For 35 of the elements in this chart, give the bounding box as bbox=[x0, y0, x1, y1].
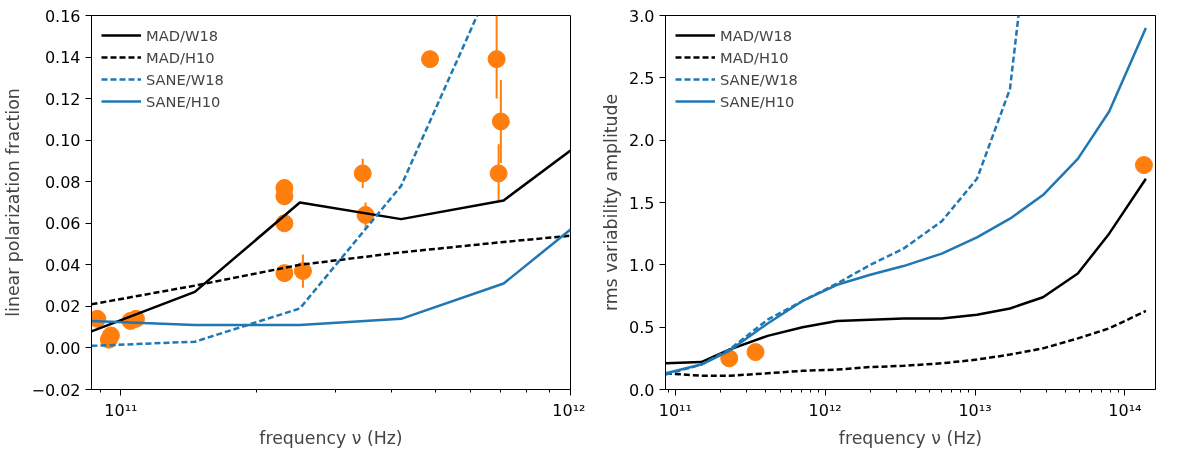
legend-label: SANE/H10 bbox=[146, 92, 221, 110]
y-tick-label: 0.12 bbox=[44, 89, 81, 109]
y-tick-label: 0.02 bbox=[44, 297, 81, 317]
y-tick-label: 0.04 bbox=[44, 255, 81, 275]
y-tick-label: 0.00 bbox=[44, 338, 81, 358]
legend-label: MAD/W18 bbox=[146, 26, 219, 44]
legend-label: MAD/H10 bbox=[720, 48, 789, 66]
y-tick-label: 0.0 bbox=[629, 380, 655, 400]
x-tick-label: 10¹⁴ bbox=[1108, 400, 1142, 420]
legend-label: MAD/W18 bbox=[720, 26, 793, 44]
y-tick-label: 0.06 bbox=[44, 214, 81, 234]
legend-label: SANE/W18 bbox=[146, 70, 224, 88]
y-axis-title: rms variability amplitude bbox=[601, 93, 622, 312]
x-tick-label: 10¹¹ bbox=[104, 400, 138, 420]
legend-label: MAD/H10 bbox=[146, 48, 215, 66]
y-tick-label: 0.5 bbox=[629, 318, 655, 338]
y-tick-label: 0.10 bbox=[44, 131, 81, 151]
x-tick-label: 10¹² bbox=[552, 400, 586, 420]
y-tick-label: 0.14 bbox=[44, 48, 81, 68]
y-tick-label: 3.0 bbox=[629, 6, 655, 26]
x-tick-label: 10¹¹ bbox=[658, 400, 692, 420]
x-tick-label: 10¹² bbox=[808, 400, 842, 420]
legend-label: SANE/W18 bbox=[720, 70, 798, 88]
y-tick-label: 1.5 bbox=[629, 193, 655, 213]
x-axis-title: frequency ν (Hz) bbox=[838, 427, 983, 448]
legend-label: SANE/H10 bbox=[720, 92, 795, 110]
x-tick-label: 10¹³ bbox=[958, 400, 992, 420]
y-axis-title: linear polarization fraction bbox=[3, 88, 24, 317]
y-tick-label: 0.16 bbox=[44, 6, 81, 26]
y-tick-label: 2.5 bbox=[629, 68, 655, 88]
y-tick-label: 2.0 bbox=[629, 131, 655, 151]
y-tick-label: 0.08 bbox=[44, 172, 81, 192]
y-tick-label: −0.02 bbox=[31, 380, 81, 400]
y-tick-label: 1.0 bbox=[629, 255, 655, 275]
x-axis-title: frequency ν (Hz) bbox=[259, 427, 403, 448]
